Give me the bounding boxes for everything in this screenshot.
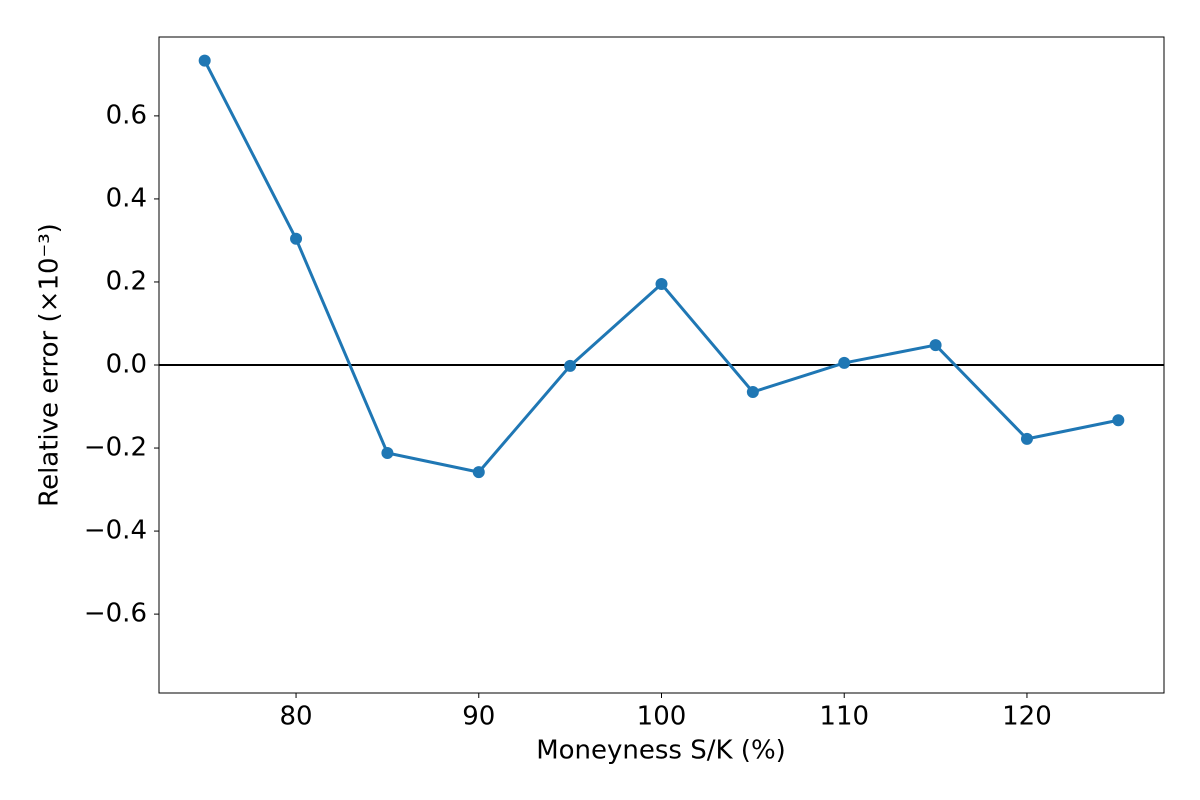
x-tick-label: 90 (462, 702, 495, 732)
data-point (472, 466, 485, 479)
x-tick-label: 80 (279, 702, 312, 732)
data-point (929, 339, 942, 352)
plot-frame (158, 36, 1165, 694)
x-tick-label: 100 (637, 702, 687, 732)
data-point (1020, 432, 1033, 445)
x-tick-label: 120 (1002, 702, 1052, 732)
y-tick-label: −0.4 (84, 516, 147, 546)
y-tick-label: 0.6 (106, 100, 147, 130)
data-point (746, 385, 759, 398)
data-point (838, 356, 851, 369)
data-point (198, 54, 211, 67)
data-point (381, 447, 394, 460)
y-tick-label: 0.0 (106, 350, 147, 380)
y-tick-label: −0.2 (84, 433, 147, 463)
y-tick-label: −0.6 (84, 599, 147, 629)
y-axis-label: Relative error (×10⁻³) (35, 223, 65, 507)
x-axis-label: Moneyness S/K (%) (536, 736, 786, 766)
data-point (1112, 414, 1125, 427)
data-point (655, 278, 668, 291)
data-point (290, 232, 303, 245)
series-line (203, 59, 1119, 474)
y-tick-label: 0.4 (106, 183, 147, 213)
x-tick-label: 110 (819, 702, 869, 732)
y-tick-label: 0.2 (106, 266, 147, 296)
data-point (564, 359, 577, 372)
